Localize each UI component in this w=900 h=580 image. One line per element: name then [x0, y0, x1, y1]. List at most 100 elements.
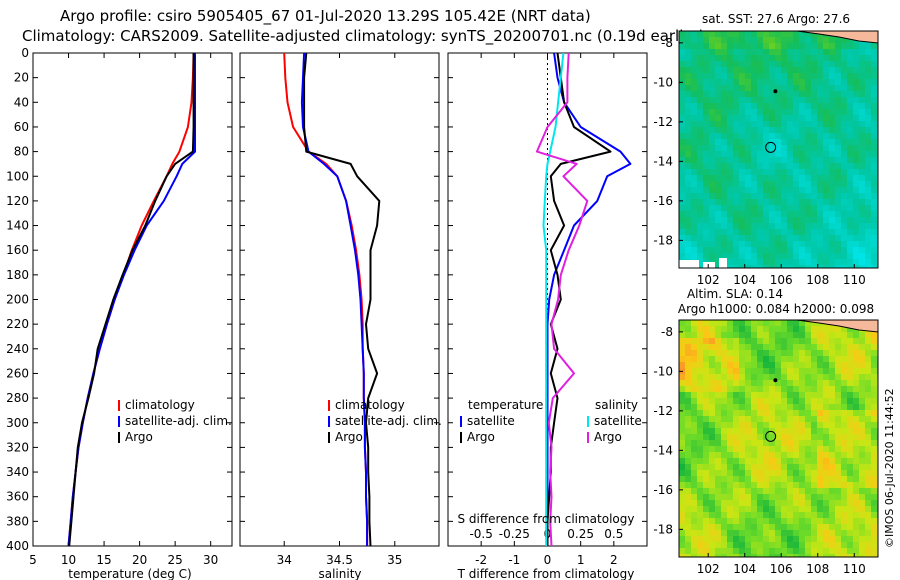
- map-cell: [781, 61, 787, 67]
- map-cell: [817, 163, 823, 169]
- map-cell: [775, 428, 781, 434]
- map-cell: [769, 187, 775, 193]
- map-cell: [865, 404, 871, 410]
- map-cell: [769, 518, 775, 524]
- map-cell: [787, 193, 793, 199]
- map-cell: [781, 115, 787, 121]
- map-cell: [733, 169, 739, 175]
- map-cell: [823, 422, 829, 428]
- map-cell: [817, 49, 823, 55]
- map-cell: [685, 49, 691, 55]
- map-cell: [781, 67, 787, 73]
- map-cell: [697, 265, 703, 268]
- map-cell: [799, 320, 805, 326]
- map-cell: [727, 350, 733, 356]
- map-cell: [793, 85, 799, 91]
- map-cell: [865, 410, 871, 416]
- map-cell: [817, 488, 823, 494]
- map-cell: [727, 133, 733, 139]
- map-cell: [829, 452, 835, 458]
- map-cell: [799, 548, 805, 554]
- map-cell: [751, 199, 757, 205]
- map-cell: [841, 446, 847, 452]
- map-cell: [793, 446, 799, 452]
- map-cell: [721, 115, 727, 121]
- map-cell: [745, 356, 751, 362]
- map-cell: [859, 163, 865, 169]
- map-cell: [763, 187, 769, 193]
- map-cell: [727, 320, 733, 326]
- map-cell: [841, 500, 847, 506]
- map-cell: [793, 217, 799, 223]
- map-cell: [775, 332, 781, 338]
- map-cell: [763, 386, 769, 392]
- map-cell: [745, 205, 751, 211]
- map-cell: [679, 422, 685, 428]
- map-cell: [847, 223, 853, 229]
- map-cell: [775, 470, 781, 476]
- map-cell: [721, 43, 727, 49]
- map-cell: [859, 217, 865, 223]
- map-cell: [805, 398, 811, 404]
- map-cell: [853, 85, 859, 91]
- map-cell: [751, 392, 757, 398]
- map-cell: [811, 386, 817, 392]
- map-cell: [703, 452, 709, 458]
- map-cell: [793, 362, 799, 368]
- map-cell: [841, 434, 847, 440]
- map-cell: [763, 67, 769, 73]
- map-cell: [847, 265, 853, 268]
- map-cell: [703, 512, 709, 518]
- map-cell: [763, 253, 769, 259]
- map-cell: [793, 422, 799, 428]
- map-cell: [835, 151, 841, 157]
- map-cell: [715, 320, 721, 326]
- map-cell: [691, 193, 697, 199]
- map-cell: [733, 121, 739, 127]
- map-cell: [793, 482, 799, 488]
- map-cell: [739, 476, 745, 482]
- map-cell: [691, 356, 697, 362]
- map-cell: [775, 247, 781, 253]
- map-cell: [745, 265, 751, 268]
- map-cell: [709, 554, 715, 557]
- map-cell: [763, 518, 769, 524]
- map-cell: [799, 67, 805, 73]
- map-cell: [871, 229, 877, 235]
- map-cell: [691, 241, 697, 247]
- map-cell: [757, 133, 763, 139]
- map-cell: [763, 31, 769, 37]
- map-cell: [685, 169, 691, 175]
- map-cell: [811, 157, 817, 163]
- map-cell: [721, 338, 727, 344]
- map-cell: [691, 524, 697, 530]
- map-cell: [757, 422, 763, 428]
- map-cell: [715, 181, 721, 187]
- map-cell: [697, 61, 703, 67]
- map-cell: [709, 458, 715, 464]
- map-cell: [829, 229, 835, 235]
- map-cell: [763, 446, 769, 452]
- map-cell: [775, 482, 781, 488]
- map-cell: [697, 416, 703, 422]
- map-y-tick-label: -8: [661, 36, 673, 50]
- map-cell: [853, 217, 859, 223]
- map-cell: [847, 518, 853, 524]
- map-cell: [757, 247, 763, 253]
- map-cell: [829, 235, 835, 241]
- map-cell: [685, 446, 691, 452]
- map-cell: [805, 193, 811, 199]
- y-tick-label: 340: [6, 465, 29, 479]
- map-cell: [865, 440, 871, 446]
- map-cell: [787, 518, 793, 524]
- map-cell: [679, 133, 685, 139]
- map-cell: [865, 265, 871, 268]
- map-cell: [727, 362, 733, 368]
- map-cell: [727, 85, 733, 91]
- map-cell: [787, 205, 793, 211]
- map-cell: [865, 422, 871, 428]
- map-cell: [853, 518, 859, 524]
- map-cell: [859, 386, 865, 392]
- map-cell: [793, 205, 799, 211]
- map-cell: [739, 91, 745, 97]
